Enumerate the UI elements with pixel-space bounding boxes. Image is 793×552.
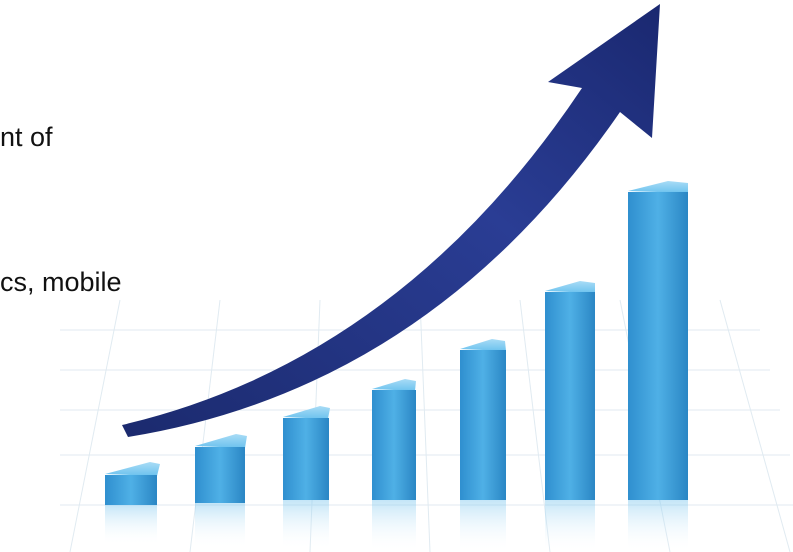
bars	[105, 181, 688, 552]
text-line: nt of	[0, 122, 53, 152]
growth-arrow	[122, 4, 660, 437]
text-line: cs, mobile	[0, 267, 122, 297]
